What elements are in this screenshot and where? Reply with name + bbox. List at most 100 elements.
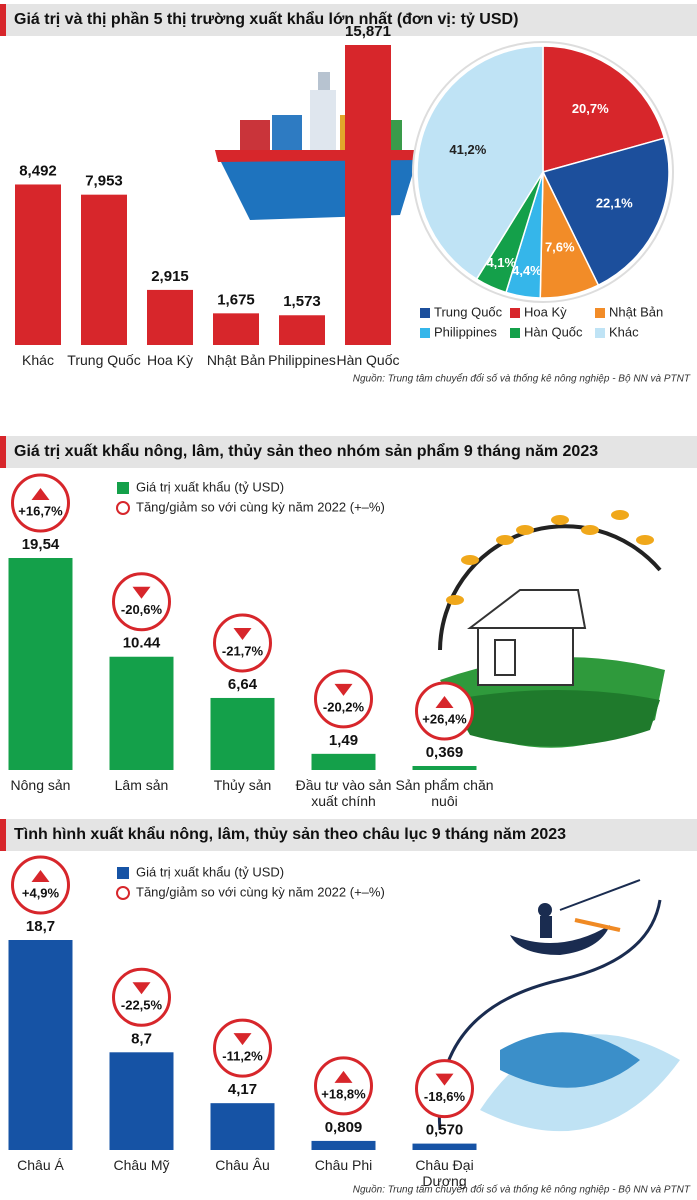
bar bbox=[210, 1103, 275, 1150]
change-badge bbox=[213, 1018, 272, 1078]
value-label: 19,54 bbox=[22, 536, 60, 553]
bar bbox=[412, 765, 477, 770]
legend-swatch bbox=[510, 328, 520, 338]
change-badge bbox=[415, 681, 474, 741]
value-label: 0,369 bbox=[426, 744, 464, 761]
title-accent bbox=[0, 436, 6, 468]
category-label: Đầu tư vào sản xuất chính bbox=[295, 777, 392, 809]
category-label: Khác bbox=[22, 352, 54, 368]
legend-label: Giá trị xuất khẩu (tỷ USD) bbox=[136, 479, 284, 494]
legend-swatch bbox=[595, 328, 605, 338]
chart-title: Tình hình xuất khẩu nông, lâm, thủy sản … bbox=[14, 825, 566, 843]
change-label: +18,8% bbox=[321, 1086, 366, 1101]
category-label: Thủy sản bbox=[213, 777, 272, 793]
value-label: 1,675 bbox=[217, 291, 255, 308]
slice-label: 4,4% bbox=[512, 263, 542, 278]
slice-label: 20,7% bbox=[572, 101, 609, 116]
change-label: -20,6% bbox=[121, 602, 163, 617]
bar bbox=[15, 184, 61, 345]
legend-label: Khác bbox=[609, 324, 639, 339]
value-label: 1,573 bbox=[283, 293, 321, 310]
bar bbox=[109, 1052, 174, 1150]
category-label: Châu Đại Dương bbox=[415, 1157, 474, 1189]
legend-swatch bbox=[510, 308, 520, 318]
value-label: 7,953 bbox=[85, 173, 123, 190]
pie-slice bbox=[416, 45, 544, 281]
bar bbox=[213, 313, 259, 345]
category-label: Sản phẩm chăn nuôi bbox=[395, 777, 494, 809]
bar bbox=[311, 753, 376, 770]
legend-swatch bbox=[116, 501, 130, 515]
change-label: -18,6% bbox=[424, 1089, 466, 1104]
bar bbox=[109, 656, 174, 770]
bar bbox=[147, 289, 193, 345]
value-label: 1,49 bbox=[329, 732, 358, 749]
value-label: 18,7 bbox=[26, 918, 55, 935]
category-label: Trung Quốc bbox=[67, 352, 141, 368]
value-label: 2,915 bbox=[151, 268, 189, 285]
source: Nguồn: Trung tâm chuyển đổi số và thống … bbox=[353, 373, 691, 385]
title-bar bbox=[0, 436, 697, 468]
change-label: +26,4% bbox=[422, 711, 467, 726]
change-badge bbox=[11, 855, 70, 915]
change-label: -22,5% bbox=[121, 998, 163, 1013]
category-label: Châu Mỹ bbox=[113, 1157, 170, 1173]
pie-slice bbox=[542, 45, 666, 173]
value-label: 4,17 bbox=[228, 1081, 257, 1098]
fishing-illustration bbox=[437, 879, 680, 1132]
change-arrow bbox=[132, 982, 151, 995]
legend-swatch bbox=[117, 482, 129, 494]
bar bbox=[81, 194, 127, 345]
value-label: 0,809 bbox=[325, 1119, 363, 1136]
category-label: Nhật Bản bbox=[206, 352, 266, 368]
slice-label: 22,1% bbox=[596, 195, 633, 210]
change-arrow bbox=[233, 627, 252, 640]
change-arrow bbox=[334, 1070, 353, 1083]
category-label: Châu Phi bbox=[314, 1157, 373, 1173]
pie-slice bbox=[541, 137, 670, 287]
change-arrow bbox=[31, 870, 50, 882]
chart-title: Giá trị và thị phần 5 thị trường xuất kh… bbox=[14, 10, 518, 28]
change-arrow bbox=[31, 488, 50, 500]
farm-illustration bbox=[438, 510, 665, 748]
change-label: +4,9% bbox=[22, 885, 60, 900]
legend-label: Tăng/giảm so với cùng kỳ năm 2022 (+–%) bbox=[136, 499, 385, 514]
bar bbox=[8, 558, 73, 770]
category-label: Hàn Quốc bbox=[336, 352, 400, 368]
value-label: 6,64 bbox=[228, 676, 258, 693]
category-label: Philippines bbox=[268, 352, 336, 368]
legend-label: Hàn Quốc bbox=[524, 324, 583, 339]
change-badge bbox=[112, 967, 171, 1027]
legend-label: Philippines bbox=[434, 324, 497, 339]
bar bbox=[279, 315, 325, 345]
value-label: 15,871 bbox=[345, 23, 391, 40]
title-accent bbox=[0, 4, 6, 36]
change-label: -21,7% bbox=[222, 643, 264, 658]
change-badge bbox=[415, 1059, 474, 1119]
bar bbox=[311, 1140, 376, 1150]
change-badge bbox=[11, 473, 70, 533]
value-label: 0,570 bbox=[426, 1122, 464, 1139]
source: Nguồn: Trung tâm chuyển đổi số và thống … bbox=[353, 1184, 691, 1196]
title-bar bbox=[0, 819, 697, 851]
change-arrow bbox=[132, 586, 151, 599]
category-label: Châu Âu bbox=[215, 1157, 270, 1173]
change-badge bbox=[314, 1056, 373, 1116]
legend-swatch bbox=[420, 328, 430, 338]
category-label: Hoa Kỳ bbox=[147, 352, 193, 368]
title-accent bbox=[0, 819, 6, 851]
bar bbox=[345, 45, 391, 345]
legend-label: Nhật Bản bbox=[609, 304, 663, 319]
legend-label: Hoa Kỳ bbox=[524, 304, 567, 319]
value-label: 8,7 bbox=[131, 1030, 152, 1047]
slice-label: 4,1% bbox=[486, 255, 516, 270]
value-label: 8,492 bbox=[19, 162, 57, 179]
bar bbox=[8, 940, 73, 1150]
legend-swatch bbox=[420, 308, 430, 318]
value-label: 10.44 bbox=[123, 635, 161, 652]
category-label: Châu Á bbox=[17, 1157, 64, 1173]
category-label: Nông sản bbox=[10, 777, 71, 793]
change-arrow bbox=[435, 1073, 454, 1086]
